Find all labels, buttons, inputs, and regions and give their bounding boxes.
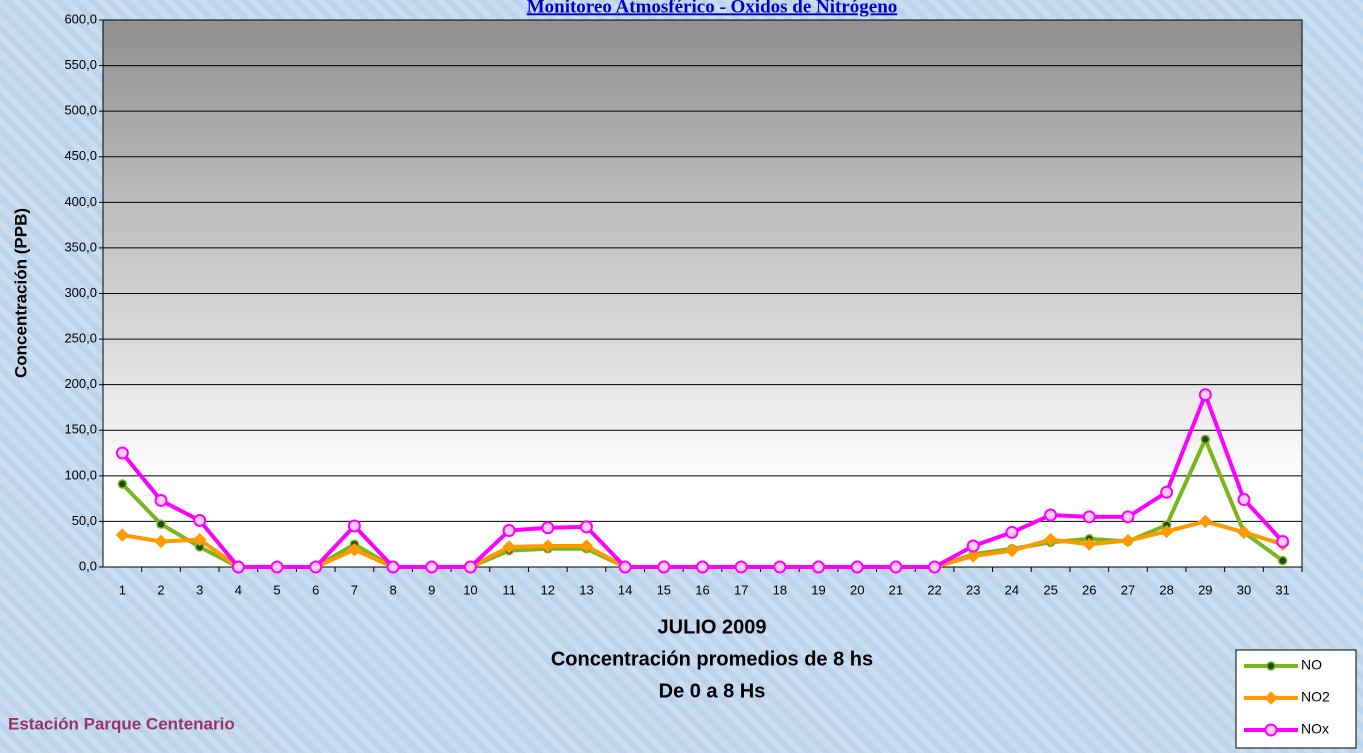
marker (1279, 557, 1287, 565)
y-tick-label: 50,0 (72, 513, 97, 528)
x-axis-label: JULIO 2009 (658, 616, 767, 638)
marker (388, 562, 399, 573)
y-tick-label: 450,0 (64, 148, 97, 163)
marker (156, 495, 167, 506)
x-tick-label: 7 (351, 582, 358, 597)
legend-label: NO2 (1301, 689, 1330, 705)
y-tick-label: 400,0 (64, 194, 97, 209)
y-tick-label: 150,0 (64, 422, 97, 437)
marker (968, 541, 979, 552)
x-tick-label: 14 (618, 582, 632, 597)
x-tick-label: 16 (695, 582, 709, 597)
marker (1045, 510, 1056, 521)
marker (1084, 511, 1095, 522)
marker (852, 562, 863, 573)
marker (1277, 536, 1288, 547)
chart-title: Monitoreo Atmosférico - Óxidos de Nitróg… (527, 0, 898, 17)
x-tick-label: 22 (927, 582, 941, 597)
x-tick-label: 20 (850, 582, 864, 597)
x-tick-label: 27 (1121, 582, 1135, 597)
x-tick-label: 26 (1082, 582, 1096, 597)
marker (117, 448, 128, 459)
x-tick-label: 2 (157, 582, 164, 597)
marker (1122, 511, 1133, 522)
legend-label: NOx (1301, 721, 1329, 737)
marker (349, 520, 360, 531)
y-tick-label: 350,0 (64, 239, 97, 254)
x-tick-label: 10 (463, 582, 477, 597)
y-tick-label: 200,0 (64, 376, 97, 391)
y-tick-label: 0,0 (79, 558, 97, 573)
marker (890, 562, 901, 573)
x-tick-label: 12 (541, 582, 555, 597)
marker (272, 562, 283, 573)
x-tick-label: 6 (312, 582, 319, 597)
x-tick-label: 21 (889, 582, 903, 597)
marker (929, 562, 940, 573)
y-tick-label: 600,0 (64, 11, 97, 26)
marker (426, 562, 437, 573)
x-tick-label: 9 (428, 582, 435, 597)
marker (310, 562, 321, 573)
x-tick-label: 17 (734, 582, 748, 597)
x-tick-label: 28 (1159, 582, 1173, 597)
marker (194, 515, 205, 526)
marker (620, 562, 631, 573)
marker (1238, 494, 1249, 505)
y-tick-label: 300,0 (64, 285, 97, 300)
marker (813, 562, 824, 573)
station-label: Estación Parque Centenario (8, 714, 235, 733)
marker (736, 562, 747, 573)
marker (1006, 527, 1017, 538)
x-tick-label: 18 (773, 582, 787, 597)
x-tick-label: 11 (502, 582, 516, 597)
x-tick-label: 13 (579, 582, 593, 597)
marker (504, 525, 515, 536)
x-tick-label: 8 (389, 582, 396, 597)
x-tick-label: 24 (1005, 582, 1019, 597)
x-tick-label: 25 (1043, 582, 1057, 597)
x-tick-label: 1 (119, 582, 126, 597)
marker (1161, 487, 1172, 498)
x-tick-label: 29 (1198, 582, 1212, 597)
marker (774, 562, 785, 573)
subtitle: Concentración promedios de 8 hs (551, 648, 873, 670)
x-tick-label: 30 (1237, 582, 1251, 597)
marker (233, 562, 244, 573)
y-tick-label: 250,0 (64, 331, 97, 346)
marker (658, 562, 669, 573)
marker (1266, 725, 1277, 736)
x-tick-label: 19 (811, 582, 825, 597)
page: Monitoreo Atmosférico - Óxidos de Nitróg… (0, 0, 1363, 753)
x-tick-label: 5 (273, 582, 280, 597)
marker (581, 521, 592, 532)
marker (118, 480, 126, 488)
x-tick-label: 15 (657, 582, 671, 597)
y-tick-label: 550,0 (64, 57, 97, 72)
marker (1200, 389, 1211, 400)
subtitle: De 0 a 8 Hs (659, 680, 766, 702)
x-tick-label: 23 (966, 582, 980, 597)
marker (465, 562, 476, 573)
y-axis-label: Concentración (PPB) (11, 208, 30, 378)
marker (157, 520, 165, 528)
marker (697, 562, 708, 573)
x-tick-label: 3 (196, 582, 203, 597)
x-tick-label: 31 (1275, 582, 1289, 597)
marker (1267, 662, 1275, 670)
x-tick-label: 4 (235, 582, 242, 597)
legend-label: NO (1301, 657, 1322, 673)
y-tick-label: 100,0 (64, 467, 97, 482)
marker (542, 522, 553, 533)
marker (1201, 435, 1209, 443)
y-tick-label: 500,0 (64, 103, 97, 118)
chart: Monitoreo Atmosférico - Óxidos de Nitróg… (0, 0, 1363, 753)
